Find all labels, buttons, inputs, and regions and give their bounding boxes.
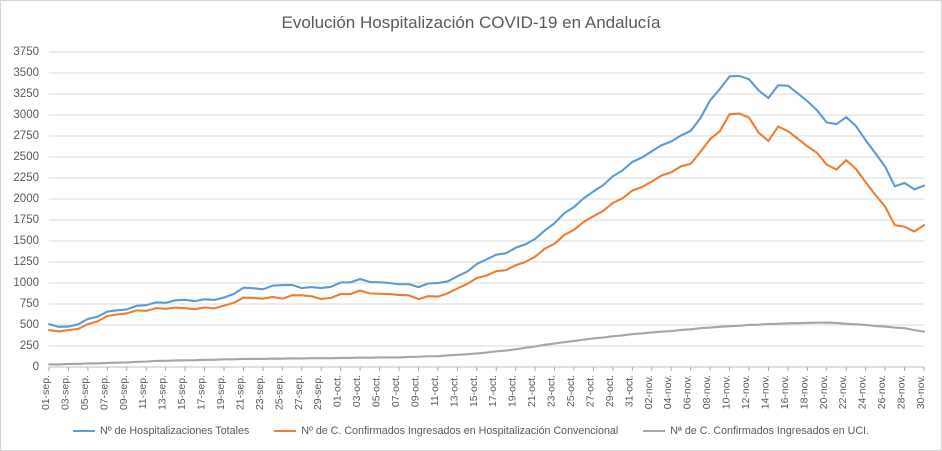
svg-text:04-nov.: 04-nov. — [662, 375, 674, 409]
svg-text:29-sep.: 29-sep. — [312, 375, 324, 410]
svg-text:250: 250 — [20, 340, 39, 352]
svg-text:30-nov.: 30-nov. — [915, 375, 927, 409]
svg-text:27-sep.: 27-sep. — [293, 375, 305, 410]
svg-text:26-nov.: 26-nov. — [876, 375, 888, 409]
svg-text:750: 750 — [20, 298, 39, 310]
svg-text:11-sep.: 11-sep. — [137, 375, 149, 409]
svg-text:18-nov.: 18-nov. — [798, 375, 810, 409]
svg-text:29-oct.: 29-oct. — [604, 375, 616, 407]
svg-text:20-nov.: 20-nov. — [818, 375, 830, 409]
svg-text:05-sep.: 05-sep. — [79, 375, 91, 410]
svg-text:10-nov.: 10-nov. — [721, 375, 733, 409]
svg-text:21-sep.: 21-sep. — [234, 375, 246, 410]
svg-text:3000: 3000 — [13, 109, 39, 121]
svg-text:2250: 2250 — [13, 172, 39, 184]
svg-text:3750: 3750 — [13, 46, 39, 58]
svg-text:1500: 1500 — [13, 235, 39, 247]
svg-text:1250: 1250 — [13, 256, 39, 268]
svg-text:17-oct.: 17-oct. — [487, 375, 499, 407]
svg-text:23-sep.: 23-sep. — [254, 375, 266, 410]
svg-text:13-oct.: 13-oct. — [448, 375, 460, 407]
svg-text:13-sep.: 13-sep. — [157, 375, 169, 410]
svg-text:11-oct.: 11-oct. — [429, 375, 441, 406]
svg-text:3500: 3500 — [13, 67, 39, 79]
svg-text:19-sep.: 19-sep. — [215, 375, 227, 410]
svg-text:25-sep.: 25-sep. — [273, 375, 285, 410]
svg-text:21-oct.: 21-oct. — [526, 375, 538, 407]
svg-text:2500: 2500 — [13, 151, 39, 163]
svg-text:03-sep.: 03-sep. — [59, 375, 71, 410]
svg-text:22-nov.: 22-nov. — [837, 375, 849, 409]
svg-text:09-sep.: 09-sep. — [118, 375, 130, 410]
svg-text:0: 0 — [33, 361, 39, 373]
svg-text:2750: 2750 — [13, 130, 39, 142]
svg-text:07-sep.: 07-sep. — [98, 375, 110, 410]
svg-text:2000: 2000 — [13, 193, 39, 205]
svg-text:25-oct.: 25-oct. — [565, 375, 577, 407]
svg-text:24-nov.: 24-nov. — [857, 375, 869, 409]
svg-text:14-nov.: 14-nov. — [759, 375, 771, 409]
svg-text:500: 500 — [20, 319, 39, 331]
svg-text:09-oct.: 09-oct. — [409, 375, 421, 407]
svg-text:31-oct.: 31-oct. — [623, 375, 635, 407]
svg-text:23-oct.: 23-oct. — [546, 375, 558, 407]
svg-text:05-oct.: 05-oct. — [371, 375, 383, 407]
svg-text:02-nov.: 02-nov. — [643, 375, 655, 409]
svg-text:1000: 1000 — [13, 277, 39, 289]
svg-text:16-nov.: 16-nov. — [779, 375, 791, 409]
svg-text:01-oct.: 01-oct. — [332, 375, 344, 407]
svg-text:06-nov.: 06-nov. — [682, 375, 694, 409]
svg-text:17-sep.: 17-sep. — [196, 375, 208, 410]
svg-text:3250: 3250 — [13, 88, 39, 100]
svg-text:1750: 1750 — [13, 214, 39, 226]
svg-text:07-oct.: 07-oct. — [390, 375, 402, 407]
svg-text:12-nov.: 12-nov. — [740, 375, 752, 409]
svg-text:15-oct.: 15-oct. — [468, 375, 480, 407]
svg-text:08-nov.: 08-nov. — [701, 375, 713, 409]
svg-text:01-sep.: 01-sep. — [40, 375, 52, 410]
svg-text:27-oct.: 27-oct. — [584, 375, 596, 407]
svg-text:28-nov.: 28-nov. — [896, 375, 908, 409]
svg-text:15-sep.: 15-sep. — [176, 375, 188, 410]
svg-text:03-oct.: 03-oct. — [351, 375, 363, 407]
svg-text:19-oct.: 19-oct. — [507, 375, 519, 407]
